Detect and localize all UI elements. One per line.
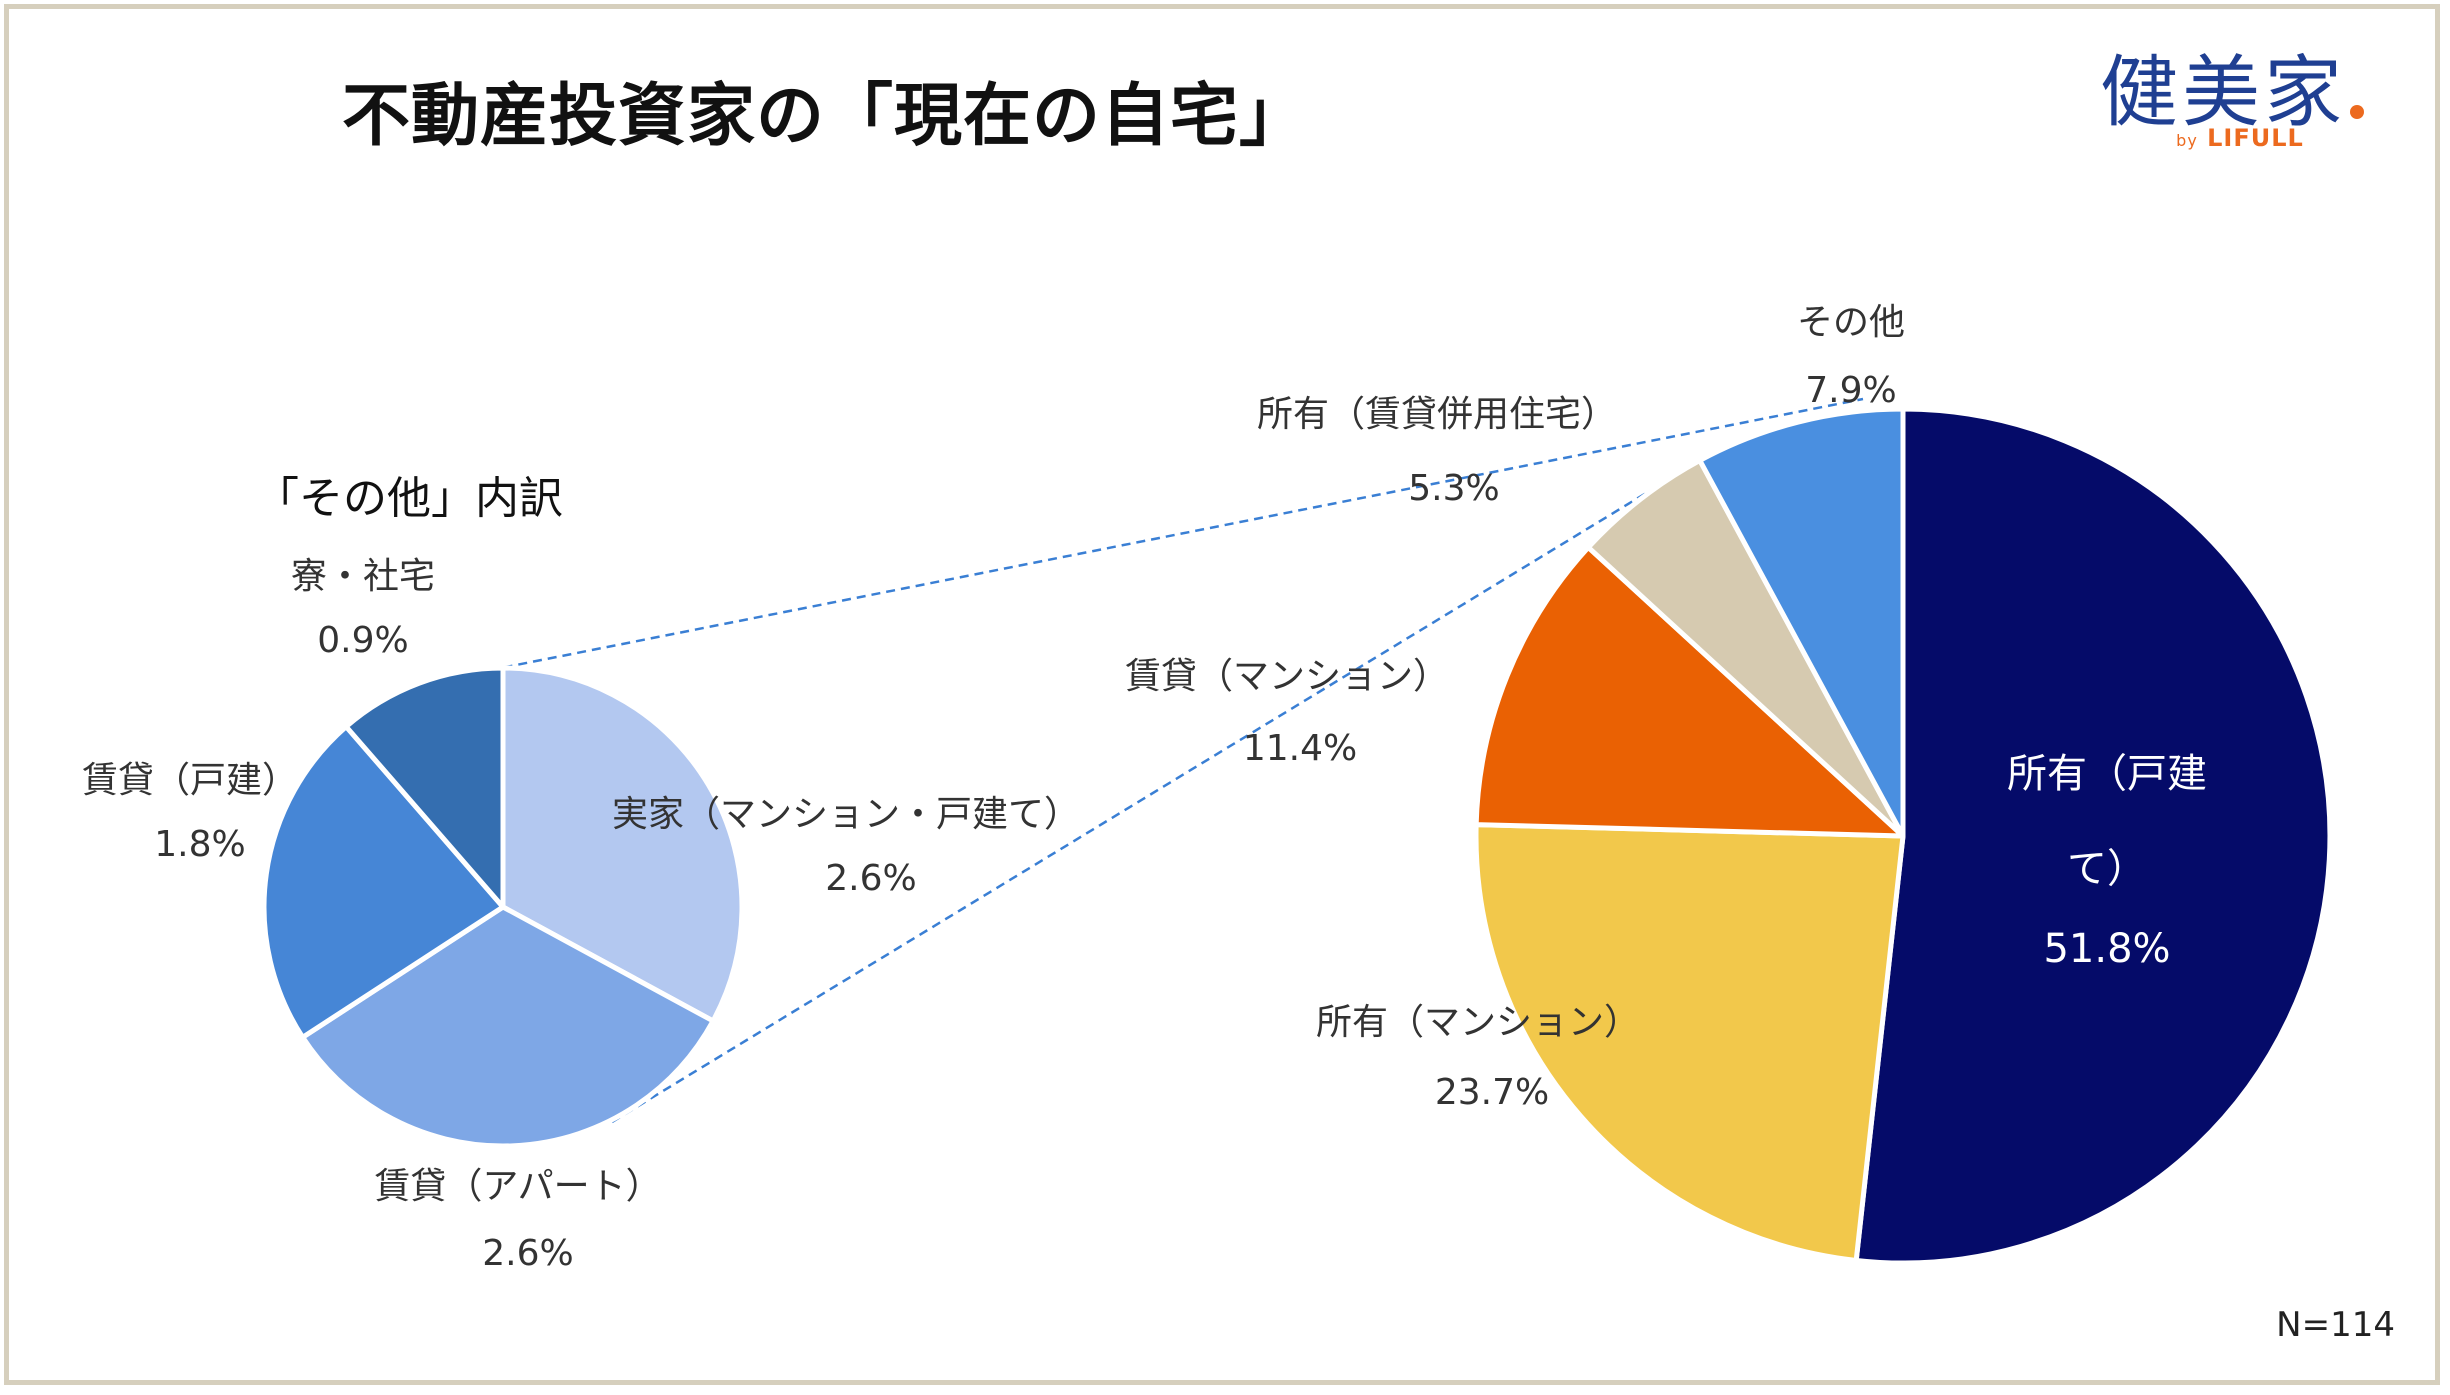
breakdown-pie-slice-0 bbox=[500, 665, 745, 1024]
breakdown-pie-label-name-0: 実家（マンション・戸建て） bbox=[612, 794, 1080, 835]
breakdown-pie-slice-3 bbox=[343, 665, 506, 910]
main-pie-label-value-4: 7.9% bbox=[1805, 370, 1896, 411]
main-pie-label-value-3: 5.3% bbox=[1408, 468, 1499, 509]
main-pie-label-name-1: 所有（マンション） bbox=[1316, 1002, 1640, 1043]
main-pie-slice-1 bbox=[1473, 822, 1906, 1263]
breakdown-pie-label-value-3: 0.9% bbox=[317, 620, 408, 661]
brand-logo: 健美家 by LIFULL bbox=[2100, 30, 2390, 160]
connector-line-top bbox=[429, 397, 1864, 684]
breakdown-pie-label-name-3: 寮・社宅 bbox=[291, 556, 435, 597]
breakdown-title: 「その他」内訳 bbox=[255, 473, 563, 524]
breakdown-pie-label-name-2: 賃貸（戸建） bbox=[82, 760, 298, 801]
main-pie-slice-2 bbox=[1473, 544, 1906, 839]
logo-by: by bbox=[2176, 131, 2198, 150]
logo-brand: LIFULL bbox=[2207, 124, 2304, 152]
chart-title: 不動産投資家の「現在の自宅」 bbox=[341, 77, 1308, 156]
breakdown-pie-label-value-0: 2.6% bbox=[825, 858, 916, 899]
main-pie-label-name-4: その他 bbox=[1797, 302, 1905, 343]
connector-lines bbox=[429, 397, 1864, 1124]
main-pie-label-value-2: 11.4% bbox=[1243, 728, 1357, 769]
main-pie bbox=[1473, 406, 2333, 1266]
main-pie-label-name-0-0: 所有（戸建 bbox=[2007, 751, 2207, 797]
main-pie-label-name-3: 所有（賃貸併用住宅） bbox=[1257, 394, 1617, 435]
main-pie-slice-3 bbox=[1585, 457, 1906, 839]
main-pie-slice-4 bbox=[1697, 406, 1906, 839]
logo-wordmark: 健美家 bbox=[2100, 30, 2365, 142]
connector-line-bottom bbox=[611, 459, 1701, 1124]
main-pie-label-value-1: 23.7% bbox=[1435, 1072, 1549, 1113]
breakdown-pie-slice-1 bbox=[300, 904, 716, 1149]
logo-text: 健美家 bbox=[2100, 48, 2347, 138]
logo-dot-icon bbox=[2350, 105, 2365, 119]
sample-size: N=114 bbox=[2276, 1305, 2395, 1345]
main-pie-label-name-2: 賃貸（マンション） bbox=[1125, 656, 1449, 697]
main-pie-label-value-0: 51.8% bbox=[2043, 926, 2170, 972]
breakdown-pie bbox=[261, 665, 745, 1149]
breakdown-pie-label-value-1: 2.6% bbox=[482, 1233, 573, 1274]
breakdown-pie-label-value-2: 1.8% bbox=[154, 824, 245, 865]
logo-byline: by LIFULL bbox=[2110, 124, 2370, 152]
main-pie-slice-0 bbox=[1853, 406, 2333, 1266]
main-pie-label-name-0-1: て） bbox=[2067, 846, 2147, 892]
breakdown-pie-label-name-1: 賃貸（アパート） bbox=[374, 1166, 661, 1207]
slice-labels: 所有（戸建て） 51.8% 所有（マンション） 23.7% 賃貸（マンション） 11.4%… bbox=[82, 302, 2207, 1274]
breakdown-pie-slice-2 bbox=[261, 724, 506, 1040]
